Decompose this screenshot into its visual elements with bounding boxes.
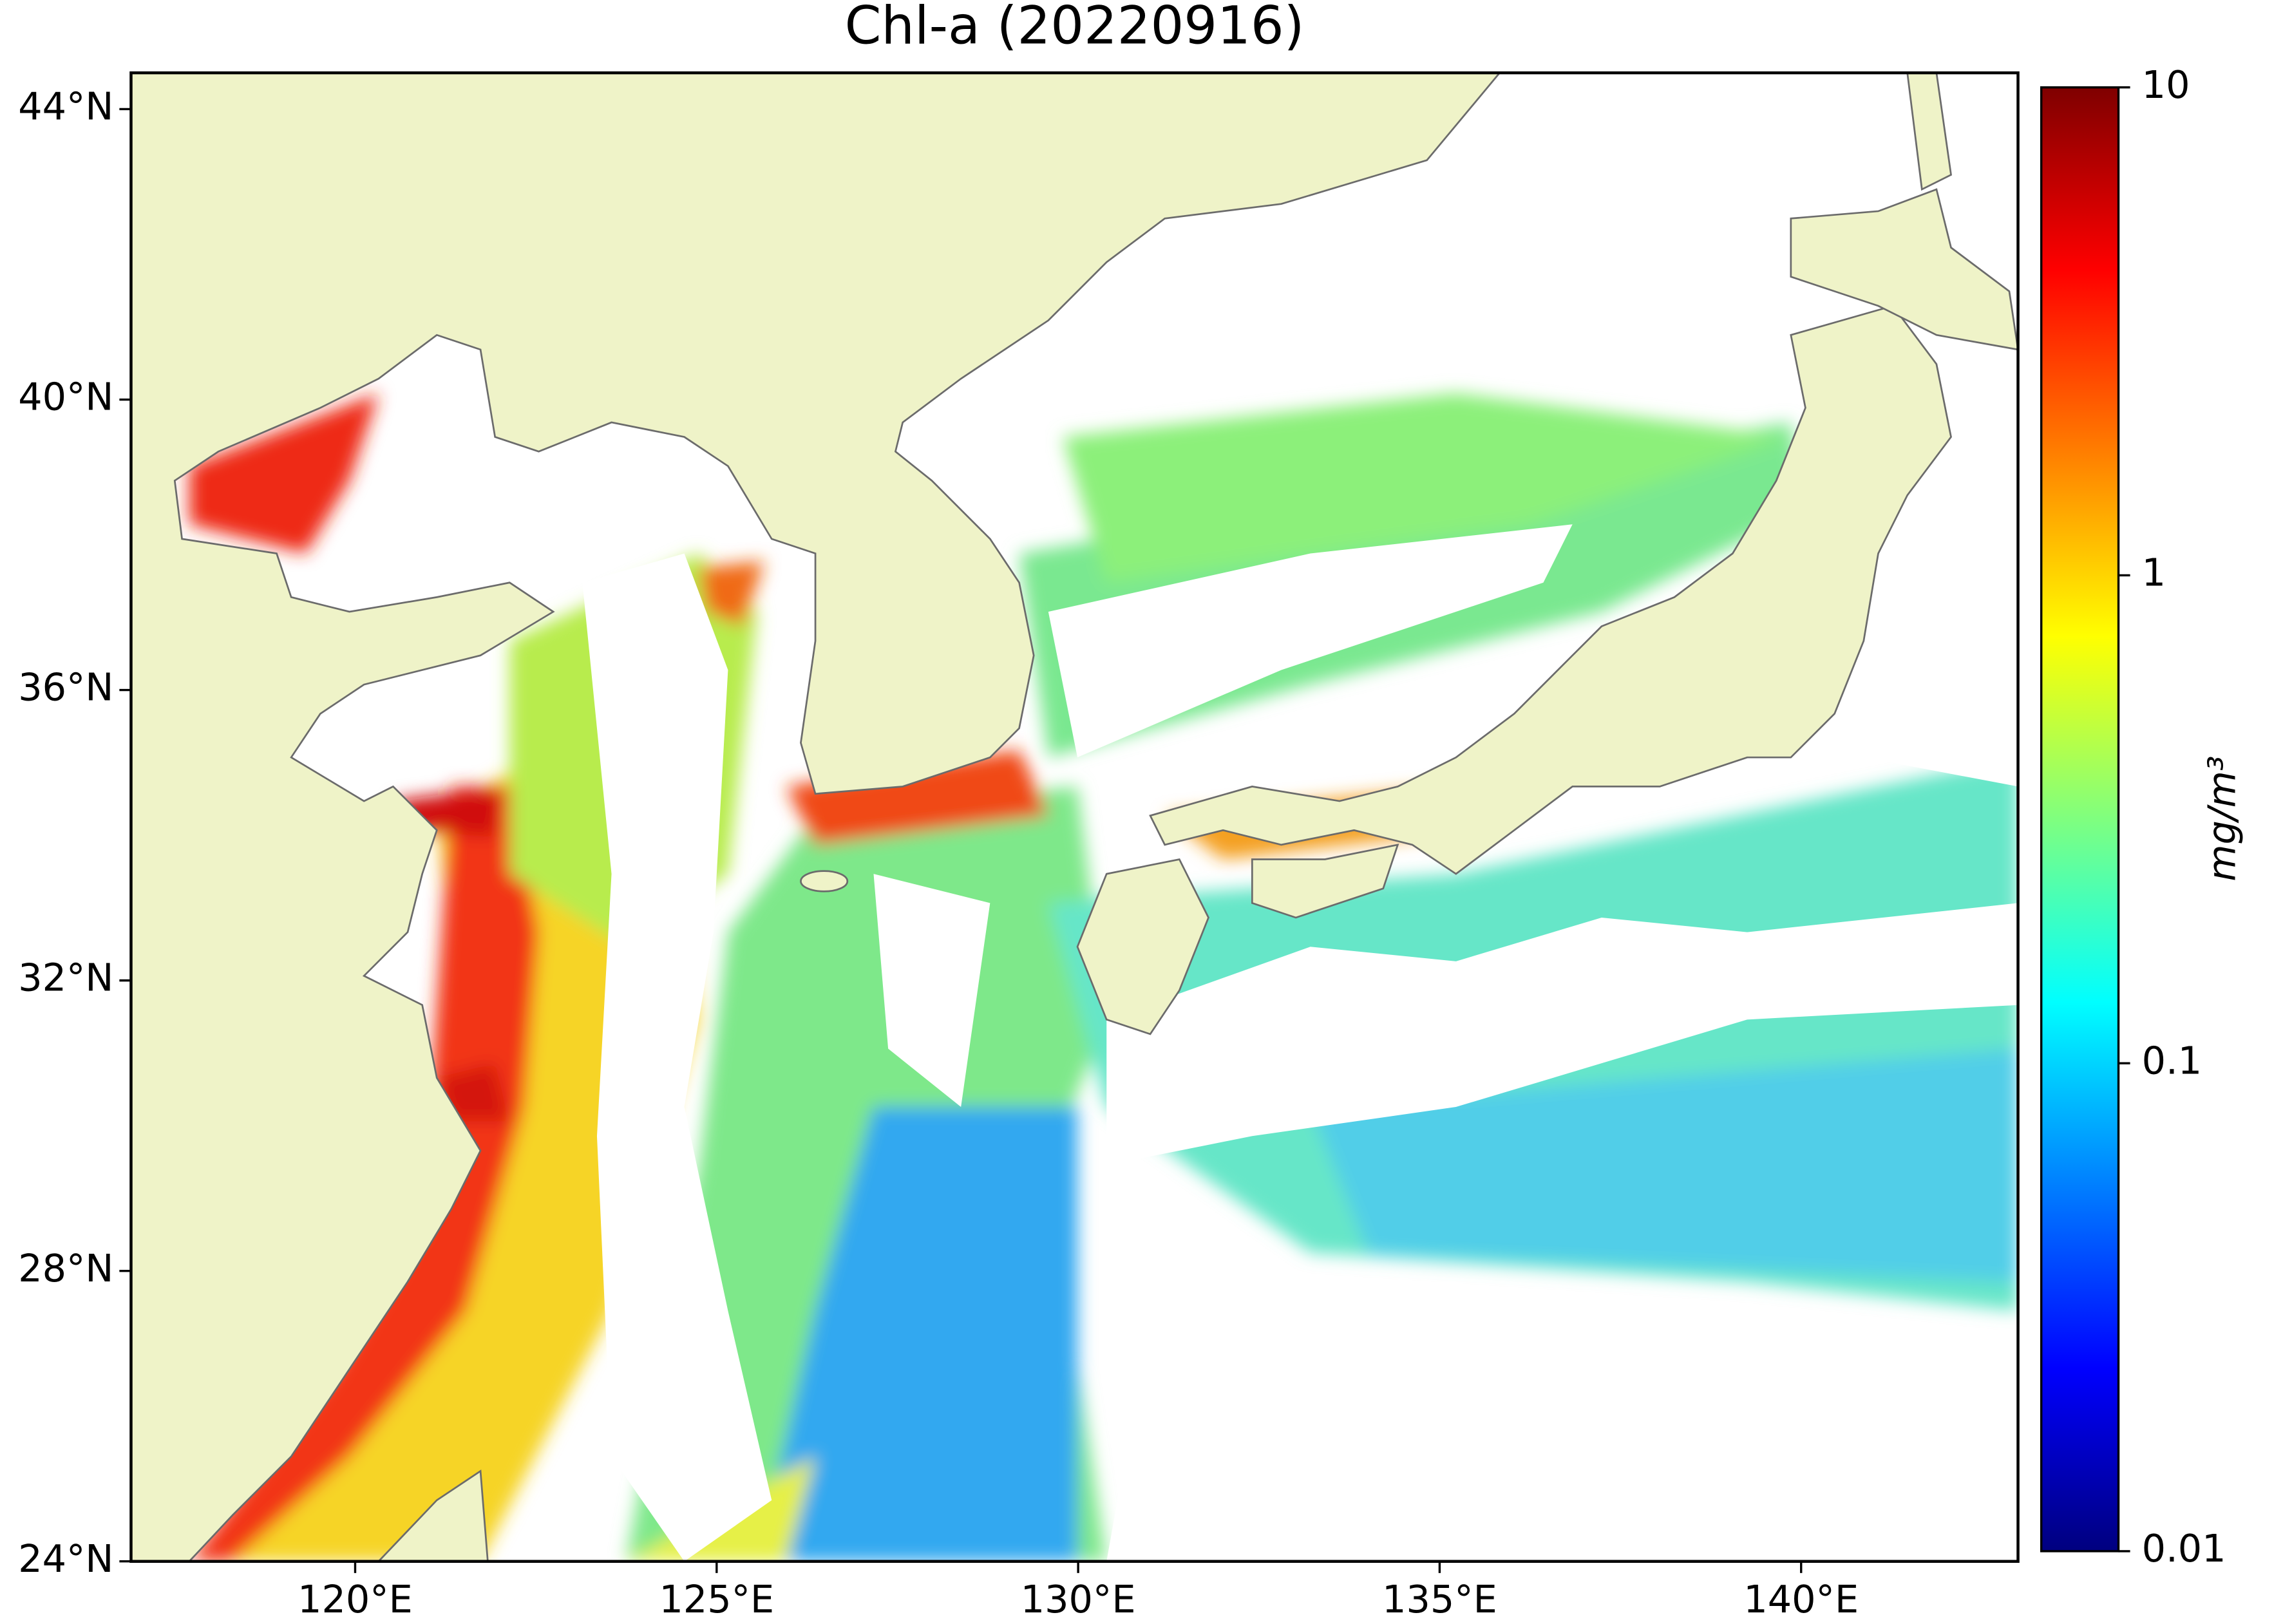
colorbar-tick-label: 10 — [2142, 62, 2190, 107]
taiwan — [377, 1469, 489, 1562]
cloud-gaps — [582, 524, 2018, 1562]
land — [131, 73, 2018, 1562]
y-tick-label: 40°N — [18, 375, 113, 419]
sakhalin — [1906, 73, 1953, 191]
x-tick-label: 120°E — [298, 1577, 413, 1621]
kyushu — [1076, 858, 1209, 1035]
jeju — [800, 870, 849, 892]
x-tick-label: 130°E — [1021, 1577, 1136, 1621]
y-tick-label: 36°N — [18, 665, 113, 710]
y-tick-label: 24°N — [18, 1536, 113, 1581]
y-tick-label: 28°N — [18, 1246, 113, 1290]
colorbar-tick-label: 0.01 — [2142, 1526, 2226, 1571]
map-frame — [129, 71, 2020, 1563]
colorbar-tick-label: 0.1 — [2142, 1038, 2202, 1082]
x-tick-label: 125°E — [659, 1577, 774, 1621]
shikoku — [1251, 844, 1399, 919]
y-tick-label: 44°N — [18, 84, 113, 129]
y-tick-label: 32°N — [18, 956, 113, 1000]
title: Chl-a (20220916) — [845, 0, 1305, 57]
hokkaido — [1790, 188, 2018, 351]
colorbar-label: mg/m³ — [2200, 756, 2244, 882]
colorbar-tick-label: 1 — [2142, 551, 2166, 595]
colorbar — [2040, 86, 2120, 1553]
x-tick-label: 135°E — [1382, 1577, 1497, 1621]
x-tick-label: 140°E — [1743, 1577, 1859, 1621]
map-area — [131, 73, 2018, 1562]
continent — [131, 73, 1501, 1562]
honshu — [1149, 305, 1952, 875]
